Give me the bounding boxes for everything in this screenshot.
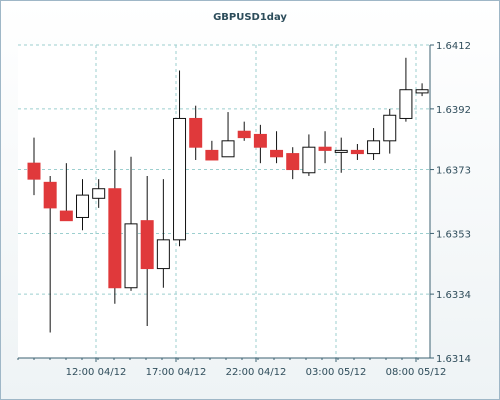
candle-up-body <box>156 239 170 270</box>
candle-up-body <box>76 194 90 218</box>
candle-up-body <box>302 146 316 174</box>
x-tick-label: 17:00 04/12 <box>146 367 207 378</box>
candle-down-body <box>237 130 251 139</box>
candle-up-body <box>383 114 397 142</box>
x-tick-label: 08:00 05/12 <box>386 367 447 378</box>
candle-up-body <box>399 89 413 119</box>
candle-up-body <box>92 188 106 199</box>
candle-down-body <box>43 181 57 209</box>
candle-down-body <box>253 133 267 148</box>
candle-up-body <box>415 89 429 94</box>
candle-up-body <box>367 140 381 155</box>
candle-down-body <box>205 149 219 161</box>
x-tick-label: 12:00 04/12 <box>66 367 127 378</box>
x-tick-label: 22:00 04/12 <box>226 367 287 378</box>
candle-down-body <box>189 117 203 148</box>
candle-down-body <box>59 210 73 222</box>
y-tick-label: 1.6314 <box>436 354 471 365</box>
y-tick-label: 1.6392 <box>436 105 471 116</box>
candle-up-body <box>124 223 138 289</box>
candle-up-body <box>334 149 348 153</box>
candle-down-body <box>140 220 154 270</box>
x-tick-label: 03:00 05/12 <box>306 367 367 378</box>
candle-down-body <box>108 188 122 289</box>
candle-down-body <box>350 149 364 155</box>
y-tick-label: 1.6412 <box>436 41 471 52</box>
candle-down-body <box>286 153 300 171</box>
chart-title: GBPUSD1day <box>213 12 287 23</box>
y-tick-label: 1.6334 <box>436 290 471 301</box>
candle-down-body <box>270 149 284 158</box>
candle-up-body <box>221 140 235 158</box>
y-tick-label: 1.6373 <box>436 166 471 177</box>
y-tick-label: 1.6353 <box>436 229 471 240</box>
candle-down-body <box>318 146 332 151</box>
candle-up-body <box>173 117 187 241</box>
candle-down-body <box>27 162 41 180</box>
